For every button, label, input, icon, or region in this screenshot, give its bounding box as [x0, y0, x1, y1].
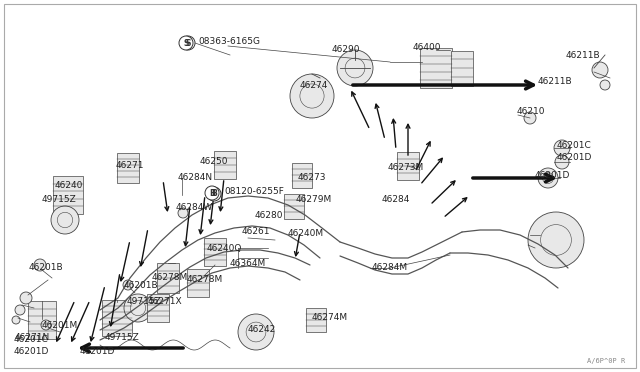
Text: 46290: 46290 — [332, 45, 360, 55]
Text: 46271X: 46271X — [148, 298, 182, 307]
Circle shape — [290, 74, 334, 118]
Text: S: S — [183, 38, 189, 48]
Text: 46284W: 46284W — [176, 203, 213, 212]
Circle shape — [178, 208, 188, 218]
Text: 49715Z: 49715Z — [42, 196, 77, 205]
Bar — [451, 51, 473, 86]
Text: 46280: 46280 — [255, 211, 284, 219]
Bar — [187, 269, 209, 297]
Text: B: B — [211, 189, 217, 199]
Text: 46201C: 46201C — [557, 141, 592, 150]
Text: 08120-6255F: 08120-6255F — [224, 187, 284, 196]
Text: 46201C: 46201C — [14, 336, 49, 344]
Bar — [214, 151, 236, 179]
Text: 46284N: 46284N — [178, 173, 213, 182]
Text: 46240Q: 46240Q — [207, 244, 243, 253]
Circle shape — [528, 212, 584, 268]
Text: 46273M: 46273M — [388, 164, 424, 173]
Text: 49715Z: 49715Z — [127, 298, 162, 307]
Text: 46284: 46284 — [382, 196, 410, 205]
Bar — [420, 48, 452, 88]
Bar — [306, 308, 326, 332]
Text: 46211B: 46211B — [538, 77, 573, 87]
Text: 46240: 46240 — [55, 180, 83, 189]
Circle shape — [238, 314, 274, 350]
Circle shape — [205, 186, 219, 200]
Text: 49715Z: 49715Z — [105, 334, 140, 343]
Text: 46201D: 46201D — [14, 347, 49, 356]
Text: 46274: 46274 — [300, 80, 328, 90]
Text: 46201B: 46201B — [124, 280, 159, 289]
Text: 46278M: 46278M — [152, 273, 188, 282]
Bar — [53, 176, 83, 214]
Text: 46364M: 46364M — [230, 260, 266, 269]
Text: 46201D: 46201D — [535, 170, 570, 180]
Circle shape — [592, 62, 608, 78]
Text: 46240M: 46240M — [288, 228, 324, 237]
Circle shape — [181, 36, 195, 50]
Text: 08363-6165G: 08363-6165G — [198, 38, 260, 46]
Text: 46278M: 46278M — [187, 276, 223, 285]
Text: 46201B: 46201B — [29, 263, 63, 272]
Circle shape — [554, 140, 570, 156]
Circle shape — [12, 316, 20, 324]
Circle shape — [207, 187, 221, 201]
Circle shape — [41, 320, 51, 330]
Text: 46250: 46250 — [200, 157, 228, 167]
Text: 46201D: 46201D — [80, 347, 115, 356]
Circle shape — [538, 168, 558, 188]
Text: 46271: 46271 — [116, 160, 145, 170]
Text: 46261: 46261 — [242, 228, 271, 237]
Bar — [397, 152, 419, 180]
Circle shape — [555, 155, 569, 169]
Text: 46400: 46400 — [413, 44, 442, 52]
Circle shape — [15, 305, 25, 315]
Text: 46201D: 46201D — [557, 153, 593, 161]
Circle shape — [34, 259, 46, 271]
Bar — [284, 193, 304, 218]
Circle shape — [524, 112, 536, 124]
Bar — [117, 153, 139, 183]
Text: B: B — [209, 189, 215, 198]
Text: 46273: 46273 — [298, 173, 326, 182]
Text: S: S — [186, 38, 191, 48]
Text: 46279M: 46279M — [296, 196, 332, 205]
Text: 46284M: 46284M — [372, 263, 408, 273]
Text: 46201M: 46201M — [42, 321, 78, 330]
Circle shape — [20, 292, 32, 304]
Text: 46271N: 46271N — [15, 334, 51, 343]
Bar — [157, 263, 179, 293]
Bar — [292, 163, 312, 187]
Circle shape — [179, 36, 193, 50]
Circle shape — [51, 206, 79, 234]
Text: 46211B: 46211B — [566, 51, 600, 60]
Bar — [204, 238, 226, 266]
Circle shape — [123, 280, 133, 290]
Bar — [147, 294, 169, 322]
Text: 46210: 46210 — [517, 108, 545, 116]
Bar — [102, 300, 132, 336]
Text: 46274M: 46274M — [312, 314, 348, 323]
Circle shape — [600, 80, 610, 90]
Text: 46242: 46242 — [248, 326, 276, 334]
Bar — [28, 301, 56, 339]
Circle shape — [124, 294, 152, 322]
Circle shape — [337, 50, 373, 86]
Text: A/6P^0P R: A/6P^0P R — [587, 358, 625, 364]
